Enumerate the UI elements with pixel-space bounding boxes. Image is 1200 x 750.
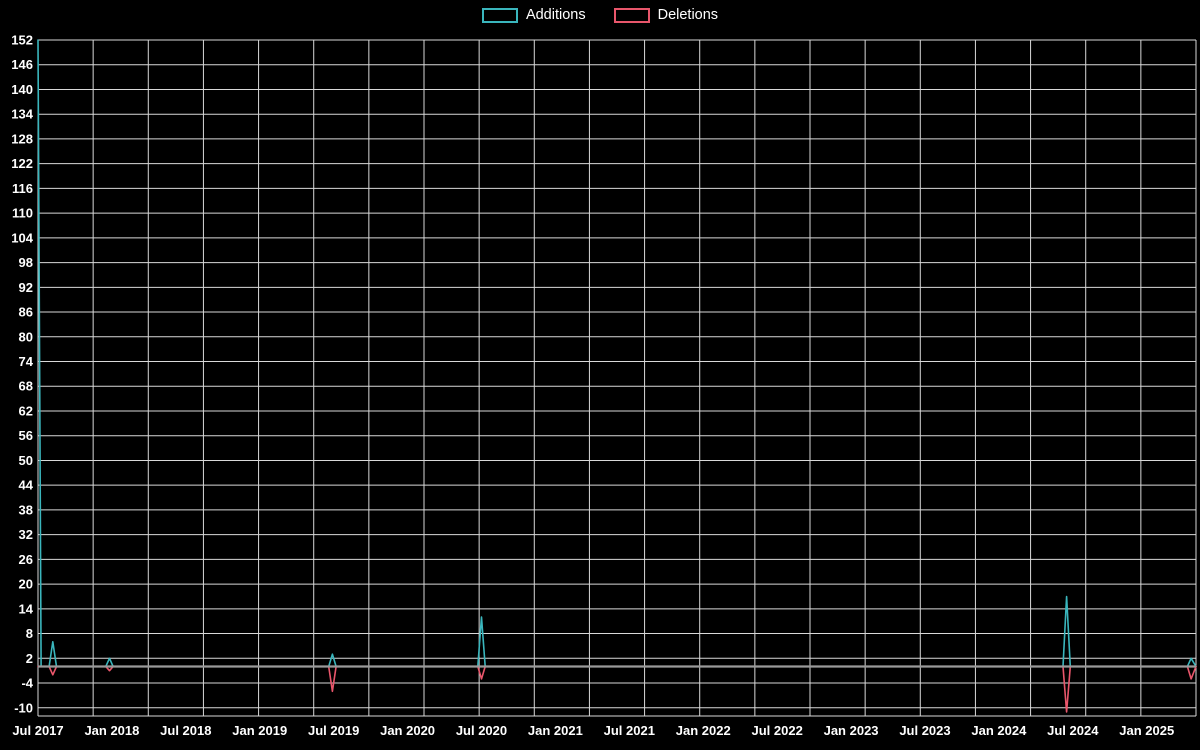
y-tick-label: 116 xyxy=(12,181,33,196)
deletions-swatch-icon xyxy=(613,7,650,23)
y-tick-label: 62 xyxy=(19,403,33,418)
y-tick-label: 152 xyxy=(11,33,33,48)
y-tick-label: 140 xyxy=(11,82,33,97)
y-tick-label: 98 xyxy=(19,255,33,270)
y-tick-label: 86 xyxy=(19,305,33,320)
y-tick-label: 128 xyxy=(11,131,33,146)
x-tick-label: Jul 2019 xyxy=(308,723,359,738)
series-line-deletions xyxy=(37,665,1197,713)
legend-label-additions: Additions xyxy=(525,7,586,23)
x-tick-label: Jan 2022 xyxy=(676,723,731,738)
x-tick-label: Jan 2025 xyxy=(1119,723,1174,738)
y-tick-label: 80 xyxy=(19,329,33,344)
x-tick-label: Jul 2020 xyxy=(456,723,507,738)
legend-item-deletions[interactable]: Deletions xyxy=(613,7,719,23)
x-tick-label: Jan 2023 xyxy=(824,723,879,738)
y-tick-label: 38 xyxy=(19,502,33,517)
x-tick-label: Jul 2018 xyxy=(160,723,211,738)
y-tick-label: 2 xyxy=(26,651,33,666)
additions-swatch-icon xyxy=(481,7,518,23)
legend-item-additions[interactable]: Additions xyxy=(481,7,586,23)
series-line-additions xyxy=(37,39,1197,668)
x-tick-label: Jan 2018 xyxy=(84,723,139,738)
y-tick-label: 44 xyxy=(19,478,34,493)
y-tick-label: 134 xyxy=(11,107,33,122)
y-tick-label: 14 xyxy=(19,601,34,616)
legend-label-deletions: Deletions xyxy=(657,7,719,23)
y-tick-label: 8 xyxy=(26,626,33,641)
y-tick-label: -4 xyxy=(21,676,33,691)
y-tick-label: 26 xyxy=(19,552,33,567)
x-tick-label: Jan 2021 xyxy=(528,723,583,738)
y-tick-label: -10 xyxy=(14,700,33,715)
x-tick-label: Jul 2023 xyxy=(899,723,950,738)
y-tick-label: 110 xyxy=(12,206,33,221)
y-tick-label: 122 xyxy=(11,156,33,171)
y-tick-label: 74 xyxy=(19,354,34,369)
x-tick-label: Jan 2024 xyxy=(971,723,1027,738)
y-tick-label: 104 xyxy=(11,230,33,245)
y-tick-label: 68 xyxy=(19,379,33,394)
y-tick-label: 92 xyxy=(19,280,33,295)
x-tick-label: Jul 2017 xyxy=(12,723,63,738)
x-tick-label: Jul 2021 xyxy=(604,723,655,738)
y-tick-label: 56 xyxy=(19,428,33,443)
y-tick-label: 50 xyxy=(19,453,33,468)
y-tick-label: 32 xyxy=(19,527,33,542)
y-tick-label: 20 xyxy=(19,577,33,592)
x-tick-label: Jan 2020 xyxy=(380,723,435,738)
x-tick-label: Jan 2019 xyxy=(232,723,287,738)
chart-legend: Additions Deletions xyxy=(0,7,1200,23)
y-tick-label: 146 xyxy=(11,57,33,72)
x-tick-label: Jul 2024 xyxy=(1047,723,1099,738)
x-tick-label: Jul 2022 xyxy=(751,723,802,738)
